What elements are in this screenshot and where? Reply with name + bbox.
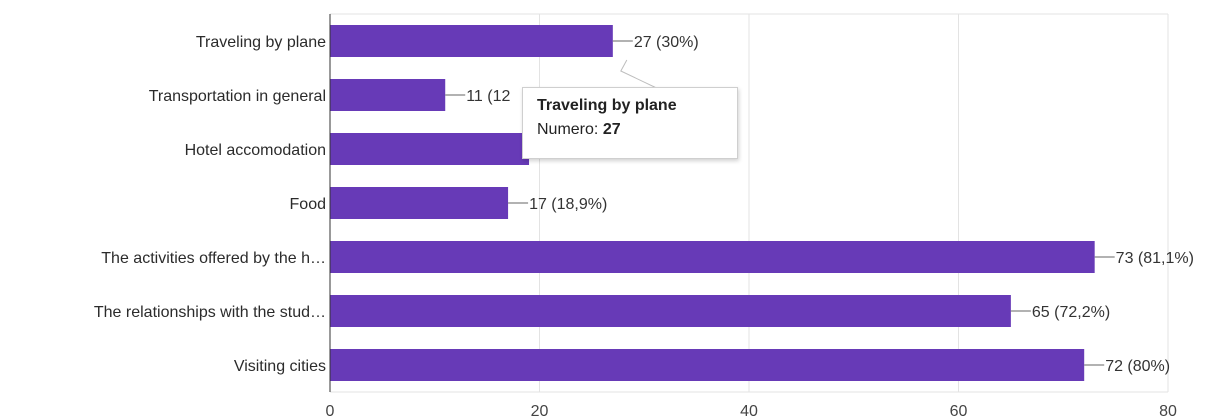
bar[interactable]: [330, 349, 1085, 381]
category-label: Transportation in general: [149, 88, 326, 105]
x-axis-ticks: 0 20 40 60 80: [326, 403, 1177, 420]
data-label: 17 (18,9%): [529, 196, 607, 213]
tooltip-pointer: [620, 59, 664, 92]
bar[interactable]: [330, 133, 530, 165]
category-labels: Traveling by plane Transportation in gene…: [94, 34, 326, 375]
tooltip-value-label: Numero:: [537, 121, 599, 138]
tooltip: Traveling by plane Numero: 27: [522, 87, 738, 159]
x-tick-label: 80: [1159, 403, 1177, 420]
category-label: Visiting cities: [234, 358, 326, 375]
data-label: 72 (80%): [1105, 358, 1170, 375]
bar[interactable]: [330, 25, 613, 57]
x-tick-label: 0: [326, 403, 335, 420]
x-tick-label: 20: [531, 403, 549, 420]
x-tick-label: 60: [950, 403, 968, 420]
gridlines: [330, 13, 1169, 393]
data-label: 65 (72,2%): [1032, 304, 1110, 321]
bar[interactable]: [330, 79, 446, 111]
bar[interactable]: [330, 241, 1095, 273]
bar[interactable]: [330, 187, 509, 219]
category-label: Traveling by plane: [196, 34, 326, 51]
tooltip-title: Traveling by plane: [537, 97, 677, 114]
category-label: The relationships with the stud…: [94, 304, 326, 321]
data-labels: 27 (30%) 11 (12 17 (18,9%) 73 (81,1%) 65 (72…: [466, 34, 1194, 375]
bars: [330, 25, 1095, 381]
category-label: Food: [290, 196, 326, 213]
bar[interactable]: [330, 295, 1011, 327]
tooltip-value: 27: [602, 121, 621, 138]
data-label: 27 (30%): [634, 34, 699, 51]
x-tick-label: 40: [740, 403, 758, 420]
data-label: 73 (81,1%): [1116, 250, 1194, 267]
data-label-leaders: [445, 40, 1115, 366]
category-label: Hotel accomodation: [185, 142, 326, 159]
data-label: 11 (12: [466, 88, 510, 105]
category-label: The activities offered by the h…: [101, 250, 326, 267]
tooltip-value-row: Numero: 27: [537, 121, 723, 139]
